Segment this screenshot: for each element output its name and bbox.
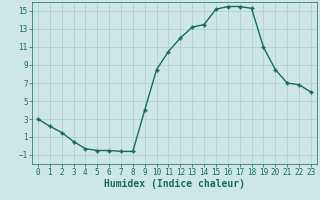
- X-axis label: Humidex (Indice chaleur): Humidex (Indice chaleur): [104, 179, 245, 189]
